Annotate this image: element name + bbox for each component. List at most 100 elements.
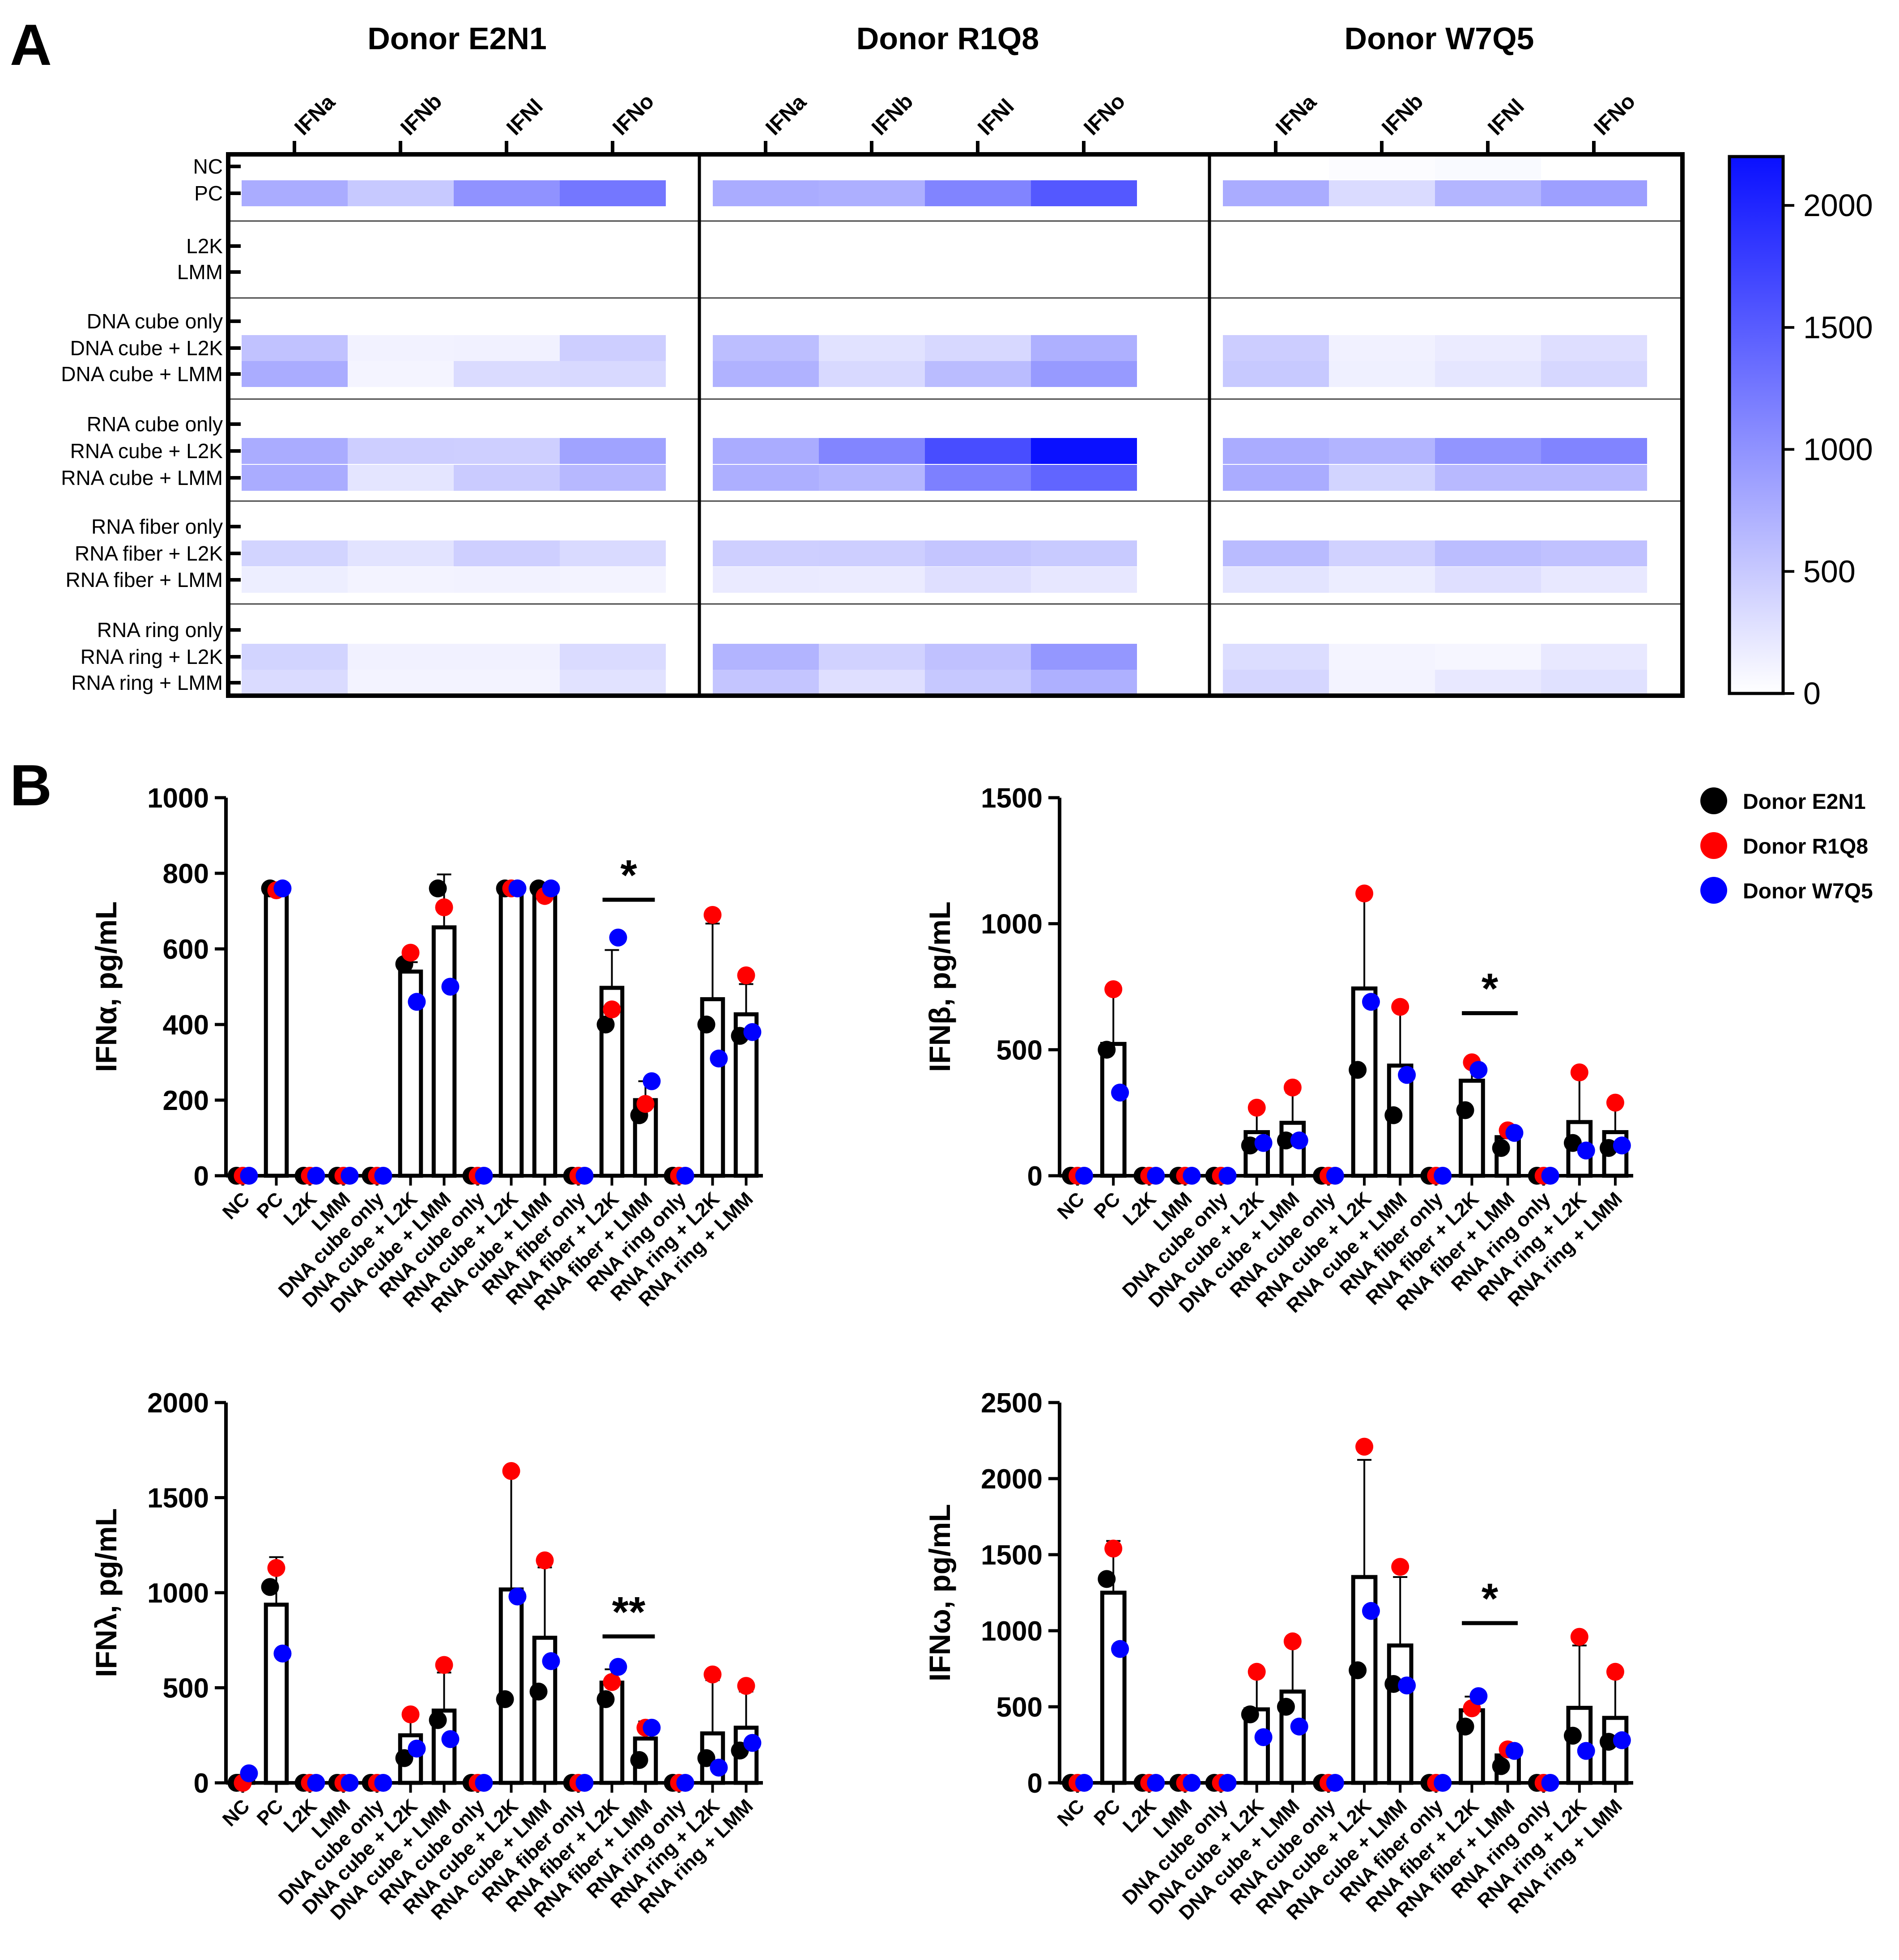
heatmap-cell-donor-w7q5-rna-ring-lmm-ifna bbox=[1223, 670, 1329, 696]
bar-pc bbox=[1100, 1590, 1127, 1785]
heatmap-col-label-ifnb: IFNb bbox=[867, 89, 918, 140]
heatmap-cell-donor-e2n1-rna-ring-l2k-ifna bbox=[242, 644, 348, 670]
point-donor-e2n1-rna-fiber-lmm bbox=[1492, 1139, 1510, 1157]
heatmap-row-label-rna-cube-only: RNA cube only bbox=[87, 412, 223, 436]
heatmap-cell-donor-r1q8-rna-ring-l2k-ifna bbox=[713, 644, 819, 670]
point-donor-w7q5-pc bbox=[273, 1645, 292, 1662]
point-donor-w7q5-rna-ring-l2k bbox=[1577, 1742, 1595, 1760]
heatmap-cell-donor-e2n1-rna-ring-lmm-ifna bbox=[242, 670, 348, 696]
heatmap-cell-donor-r1q8-rna-fiber-l2k-ifna bbox=[713, 540, 819, 566]
point-donor-r1q8-rna-ring-l2k bbox=[703, 1665, 722, 1684]
point-donor-w7q5-nc bbox=[1075, 1774, 1093, 1792]
heatmap-cell-donor-w7q5-rna-fiber-lmm-ifno bbox=[1541, 567, 1647, 593]
heatmap-cell-donor-e2n1-rna-ring-l2k-ifnb bbox=[348, 644, 454, 670]
point-donor-e2n1-rna-fiber-lmm bbox=[630, 1751, 648, 1769]
y-tick-label: 1000 bbox=[147, 1578, 209, 1609]
heatmap-cell-donor-r1q8-rna-cube-lmm-ifna bbox=[713, 465, 819, 491]
heatmap-row-label-dna-cube-l2k: DNA cube + L2K bbox=[70, 336, 223, 360]
point-donor-r1q8-rna-ring-lmm bbox=[1606, 1093, 1624, 1112]
heatmap-col-label-ifna: IFNa bbox=[761, 90, 811, 140]
point-donor-r1q8-pc bbox=[1104, 980, 1123, 999]
legend-label-r1q8: Donor R1Q8 bbox=[1743, 835, 1868, 859]
heatmap-cell-donor-e2n1-dna-cube-l2k-ifnl bbox=[454, 335, 560, 361]
point-donor-w7q5-dna-cube-lmm bbox=[1290, 1718, 1308, 1736]
y-tick-label: 1000 bbox=[981, 909, 1043, 940]
heatmap-cell-donor-w7q5-rna-ring-l2k-ifno bbox=[1541, 644, 1647, 670]
heatmap-row-label-rna-cube-lmm: RNA cube + LMM bbox=[61, 466, 223, 489]
heatmap-row-label-rna-ring-lmm: RNA ring + LMM bbox=[71, 671, 223, 694]
point-donor-w7q5-rna-ring-lmm bbox=[1613, 1136, 1631, 1155]
point-donor-w7q5-rna-cube-lmm bbox=[1398, 1066, 1416, 1084]
heatmap-cell-donor-r1q8-rna-ring-lmm-ifnl bbox=[925, 670, 1031, 696]
heatmap-cell-donor-r1q8-rna-fiber-l2k-ifno bbox=[1031, 540, 1137, 566]
heatmap-cell-donor-w7q5-rna-cube-l2k-ifna bbox=[1223, 438, 1329, 464]
donor-legend: Donor E2N1 Donor R1Q8 Donor W7Q5 bbox=[1700, 787, 1873, 904]
x-tick-label-pc: PC bbox=[1090, 1795, 1124, 1830]
bar-rna-cube-l2k bbox=[1351, 986, 1378, 1178]
heatmap-cell-donor-r1q8-pc-ifnb bbox=[819, 180, 925, 206]
y-tick-label: 0 bbox=[194, 1768, 209, 1799]
heatmap-cell-donor-r1q8-rna-cube-lmm-ifno bbox=[1031, 465, 1137, 491]
point-donor-w7q5-dna-cube-only bbox=[374, 1167, 392, 1185]
y-tick-label: 0 bbox=[1027, 1768, 1043, 1799]
heatmap-cell-donor-e2n1-rna-fiber-l2k-ifna bbox=[242, 540, 348, 566]
heatmap-col-label-ifno: IFNo bbox=[1079, 89, 1130, 140]
point-donor-w7q5-lmm bbox=[341, 1167, 359, 1185]
point-donor-r1q8-rna-cube-l2k bbox=[1355, 1437, 1374, 1456]
y-tick-label: 1000 bbox=[147, 783, 209, 814]
point-donor-w7q5-rna-fiber-lmm bbox=[1505, 1742, 1524, 1760]
point-donor-w7q5-rna-ring-only bbox=[676, 1167, 694, 1185]
y-axis-label-ifn-beta: IFNβ, pg/mL bbox=[923, 901, 956, 1072]
point-donor-r1q8-rna-fiber-l2k bbox=[603, 1673, 621, 1691]
y-tick-label: 1500 bbox=[981, 783, 1043, 814]
point-donor-w7q5-rna-cube-lmm bbox=[542, 1652, 560, 1670]
point-donor-r1q8-rna-ring-l2k bbox=[703, 906, 722, 924]
heatmap-col-label-ifna: IFNa bbox=[290, 90, 340, 140]
heatmap-cell-donor-w7q5-dna-cube-lmm-ifna bbox=[1223, 361, 1329, 387]
heatmap-cell-donor-w7q5-pc-ifnb bbox=[1329, 180, 1435, 206]
point-donor-e2n1-rna-cube-lmm bbox=[1384, 1675, 1403, 1693]
heatmap-cell-donor-w7q5-dna-cube-lmm-ifnb bbox=[1329, 361, 1435, 387]
y-tick-label: 200 bbox=[163, 1085, 209, 1116]
heatmap-cell-donor-w7q5-pc-ifno bbox=[1541, 180, 1647, 206]
point-donor-w7q5-dna-cube-l2k bbox=[408, 993, 426, 1011]
heatmap-col-label-ifnb: IFNb bbox=[396, 89, 447, 140]
point-donor-w7q5-pc bbox=[1111, 1084, 1129, 1102]
y-tick-label: 2500 bbox=[981, 1388, 1043, 1419]
point-donor-w7q5-rna-ring-only bbox=[676, 1774, 694, 1792]
significance-label: * bbox=[1482, 1575, 1499, 1623]
heatmap-frame bbox=[226, 152, 1685, 698]
point-donor-w7q5-rna-cube-lmm bbox=[542, 879, 560, 897]
heatmap-donor-title-donor-e2n1: Donor E2N1 bbox=[367, 21, 547, 56]
point-donor-e2n1-dna-cube-l2k bbox=[395, 1749, 413, 1767]
colorbar-tick-label: 1000 bbox=[1803, 432, 1873, 467]
point-donor-w7q5-rna-ring-l2k bbox=[710, 1759, 728, 1777]
heatmap-row-label-rna-ring-only: RNA ring only bbox=[97, 618, 223, 642]
heatmap-cell-donor-w7q5-rna-cube-l2k-ifno bbox=[1541, 438, 1647, 464]
y-tick-label: 500 bbox=[996, 1035, 1043, 1066]
heatmap-row-label-rna-cube-l2k: RNA cube + L2K bbox=[70, 439, 223, 463]
heatmap-cell-donor-w7q5-rna-cube-lmm-ifno bbox=[1541, 465, 1647, 491]
point-donor-w7q5-rna-ring-lmm bbox=[743, 1734, 762, 1752]
point-donor-e2n1-rna-fiber-l2k bbox=[596, 1016, 615, 1033]
significance-label: ** bbox=[612, 1588, 646, 1636]
significance-label: * bbox=[620, 851, 637, 899]
heatmap-cell-donor-w7q5-rna-fiber-l2k-ifnl bbox=[1435, 540, 1541, 566]
bar-rna-cube-l2k bbox=[498, 886, 524, 1178]
y-axis-label-ifn-lambda: IFNλ, pg/mL bbox=[89, 1508, 123, 1677]
point-donor-e2n1-pc bbox=[1098, 1041, 1116, 1059]
point-donor-r1q8-pc bbox=[1104, 1539, 1123, 1558]
heatmap-row-label-dna-cube-only: DNA cube only bbox=[87, 310, 223, 333]
heatmap-cell-donor-w7q5-rna-ring-l2k-ifnl bbox=[1435, 644, 1541, 670]
heatmap-cell-donor-w7q5-dna-cube-l2k-ifnl bbox=[1435, 335, 1541, 361]
y-tick-label: 800 bbox=[163, 859, 209, 889]
heatmap-colorbar: 0 500 1000 1500 2000 bbox=[1728, 155, 1873, 711]
heatmap-cell-donor-e2n1-rna-fiber-lmm-ifna bbox=[242, 567, 348, 593]
point-donor-r1q8-dna-cube-lmm bbox=[435, 898, 453, 917]
heatmap-cell-donor-r1q8-dna-cube-lmm-ifna bbox=[713, 361, 819, 387]
point-donor-w7q5-rna-cube-lmm bbox=[1398, 1676, 1416, 1695]
heatmap-cell-donor-r1q8-pc-ifnl bbox=[925, 180, 1031, 206]
heatmap-cell-donor-r1q8-pc-ifna bbox=[713, 180, 819, 206]
point-donor-e2n1-rna-fiber-l2k bbox=[1456, 1718, 1474, 1736]
